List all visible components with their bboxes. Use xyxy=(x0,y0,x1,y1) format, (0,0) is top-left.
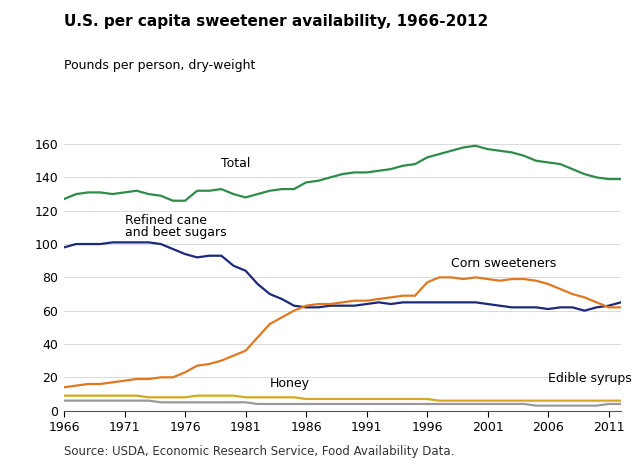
Text: Edible syrups: Edible syrups xyxy=(548,372,632,385)
Text: Refined cane: Refined cane xyxy=(125,214,207,227)
Text: Total: Total xyxy=(221,158,251,170)
Text: Honey: Honey xyxy=(270,377,310,390)
Text: Corn sweeteners: Corn sweeteners xyxy=(451,257,557,270)
Text: and beet sugars: and beet sugars xyxy=(125,226,226,239)
Text: Source: USDA, Economic Research Service, Food Availability Data.: Source: USDA, Economic Research Service,… xyxy=(64,445,454,458)
Text: Pounds per person, dry-weight: Pounds per person, dry-weight xyxy=(64,59,255,72)
Text: U.S. per capita sweetener availability, 1966-2012: U.S. per capita sweetener availability, … xyxy=(64,14,488,29)
